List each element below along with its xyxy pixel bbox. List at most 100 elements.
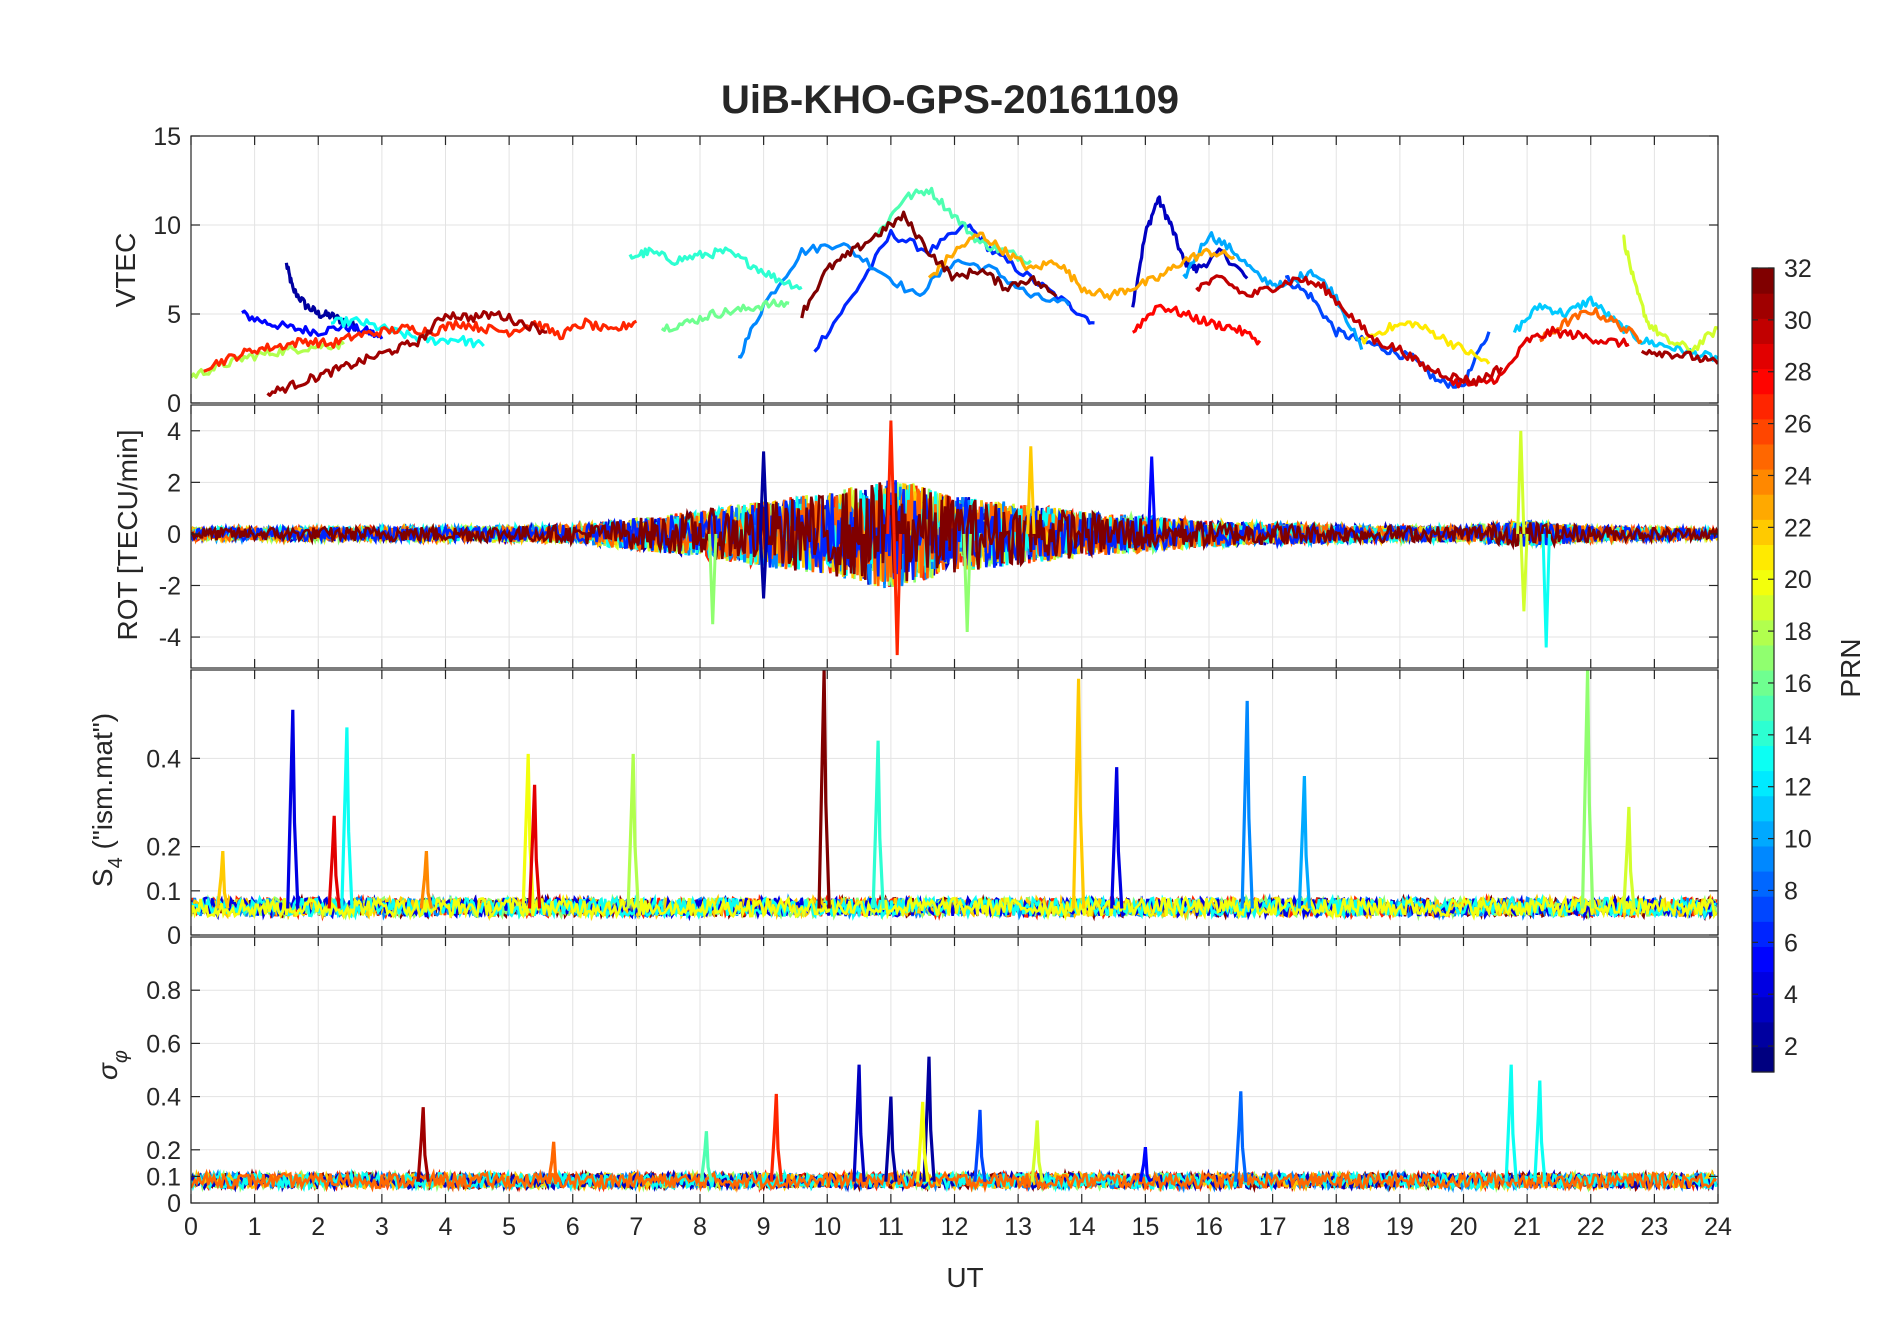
rot-panel: -4 -2 0 2 4 [159,404,1719,669]
y-tick-label: 4 [167,418,181,446]
colorbar-segment [1752,845,1774,872]
vtec-panel: 0 5 10 15 [153,123,1719,418]
x-tick-label: 16 [1195,1213,1223,1241]
sigma-ylabel: σφ [92,1050,132,1080]
colorbar-segment [1752,921,1774,947]
x-tick-label: 14 [1068,1213,1096,1241]
colorbar-segment [1752,896,1774,922]
x-tick-label: 23 [1640,1213,1668,1241]
colorbar-tick-label: 12 [1784,774,1812,802]
colorbar-segment [1752,544,1774,571]
vtec-line-prn-31 [1640,349,1718,365]
x-tick-label: 9 [757,1213,771,1241]
y-tick-label: 0 [167,1190,181,1218]
colorbar-segment [1752,569,1774,596]
s4-spike-prn-18 [626,753,640,909]
sigma-spike-prn-13 [1533,1080,1547,1182]
colorbar-segment [1752,996,1774,1023]
y-tick-label: 0 [167,390,181,418]
rot-spike-prn-19 [1516,430,1526,534]
x-tick-label: 10 [813,1213,841,1241]
s4-spike-prn-22 [1071,678,1086,909]
vtec-line-prn-5 [241,309,384,340]
rot-spike-prn-27 [886,420,896,534]
colorbar-segment [1752,946,1774,973]
vtec-line-prn-27 [203,317,638,373]
colorbar-segment [1752,871,1774,897]
x-tick-label: 5 [502,1213,516,1241]
sigma-phi-panel: 00.10.20.40.60.80 1 2 3 4 5 6 7 8 9 10 11 12 13 14 15 16… [146,936,1732,1241]
vtec-line-prn-13 [330,316,485,349]
colorbar-tick-label: 28 [1784,359,1812,387]
s4-spike-prn-4 [286,709,300,909]
colorbar-segment [1752,293,1774,319]
x-tick-label: 8 [693,1213,707,1241]
sigma-ylabel-sub: φ [110,1050,132,1063]
x-tick-label: 22 [1577,1213,1605,1241]
colorbar-segment [1752,670,1774,696]
x-tick-label: 11 [878,1213,904,1241]
rot-spike-prn-2 [758,451,769,534]
y-tick-label: 0.1 [146,1163,181,1191]
colorbar-segment [1752,720,1774,746]
s4-spike-prn-32 [817,670,831,909]
colorbar-tick-label: 32 [1784,255,1812,283]
colorbar-tick-label: 4 [1784,981,1798,1009]
rot-line-prn-32 [191,482,1718,582]
s4-spike-prn-14 [871,740,885,909]
y-tick-label: 0.2 [146,834,181,862]
y-tick-label: 15 [153,123,181,151]
sigma-spike-prn-7 [973,1109,987,1182]
colorbar-segment [1752,469,1774,495]
y-tick-label: -2 [159,572,181,600]
colorbar-tick-label: 22 [1784,514,1812,542]
sigma-spike-prn-13 [1504,1064,1518,1182]
vtec-ylabel: VTEC [110,233,141,308]
y-tick-label: 0 [167,922,181,950]
rot-spike-prn-19 [1519,533,1529,612]
x-tick-label: 4 [439,1213,453,1241]
colorbar-segment [1752,795,1774,822]
x-tick-label: 17 [1259,1213,1287,1241]
sigma-line-prn-25 [191,1168,1717,1193]
s4-spike-prn-9 [1240,700,1254,909]
chart-title: UiB-KHO-GPS-20161109 [721,78,1179,122]
x-tick-label: 20 [1450,1213,1478,1241]
x-tick-label: 6 [566,1213,580,1241]
vtec-line-prn-30 [1195,274,1504,387]
y-tick-label: 0.2 [146,1137,181,1165]
y-tick-label: 10 [153,212,181,240]
sigma-spike-prn-8 [1234,1091,1248,1182]
x-tick-label: 18 [1322,1213,1350,1241]
colorbar-tick-label: 8 [1784,877,1798,905]
sigma-spike-prn-25 [547,1141,561,1183]
s4-spike-prn-29 [527,784,542,909]
colorbar-segment [1752,343,1774,370]
vtec-line-prn-19 [1622,234,1718,354]
colorbar-frame [1751,267,1775,1073]
colorbar-segment [1752,1021,1774,1048]
s4-ylabel: S4 ("ism.mat") [87,713,127,887]
colorbar-segment [1752,1046,1774,1073]
series-group [191,1056,1718,1194]
x-tick-label: 24 [1704,1213,1732,1241]
rot-spike-prn-2 [758,533,769,599]
colorbar-tick-label: 14 [1784,722,1812,750]
colorbar-tick-label: 20 [1784,566,1812,594]
colorbar-tick-label: 24 [1784,462,1812,490]
colorbar-segment [1752,971,1774,998]
colorbar-segment [1752,418,1774,445]
colorbar-segment [1752,594,1774,621]
vtec-line-prn-10 [1182,231,1364,351]
y-tick-label: 0.4 [146,1084,181,1112]
colorbar-tick-label: 16 [1784,670,1812,698]
colorbar-segment [1752,393,1774,420]
colorbar-tick-label: 2 [1784,1033,1798,1061]
s4-panel: 0 0.1 0.2 0.4 [146,669,1719,950]
x-tick-label: 13 [1004,1213,1032,1241]
rot-ylabel: ROT [TECU/min] [112,429,143,640]
colorbar-segment [1752,770,1774,797]
colorbar-label: PRN [1835,638,1866,697]
sigma-spike-prn-27 [769,1093,783,1182]
